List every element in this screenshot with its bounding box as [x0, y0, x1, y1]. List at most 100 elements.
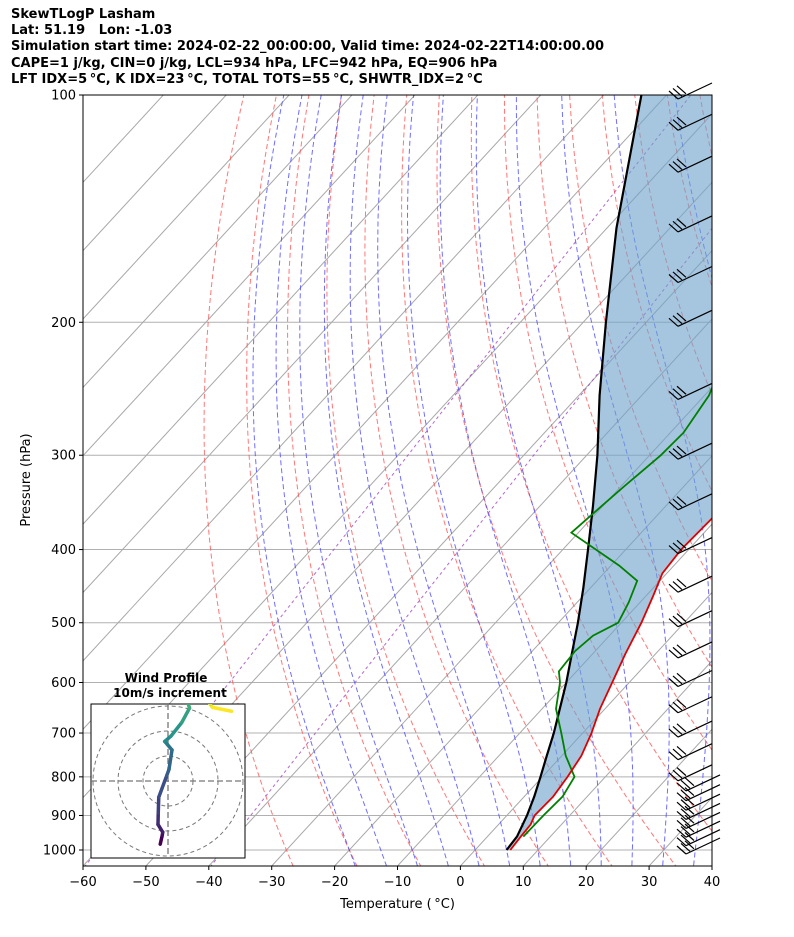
wind-barb-staff	[677, 265, 713, 284]
wind-barb-staff	[677, 575, 713, 593]
hodograph-subtitle: 10m/s increment	[113, 686, 227, 700]
wind-barb-staff	[677, 743, 713, 761]
wind-barb-staff	[685, 811, 721, 829]
wind-barb-flag	[668, 545, 679, 555]
wind-barb-staff	[685, 784, 721, 802]
indices-line-2: LFT IDX=5 °C, K IDX=23 °C, TOTAL TOTS=55…	[11, 71, 483, 87]
wind-barb	[676, 784, 721, 802]
wind-barb-flag	[680, 817, 691, 827]
wind-barb-flag	[676, 672, 687, 682]
wind-barb	[668, 309, 713, 327]
hodograph-segment	[157, 773, 169, 800]
wind-barb-flag	[684, 832, 695, 841]
wind-barb-flag	[672, 726, 683, 735]
wind-barb	[668, 696, 713, 714]
wind-barb-flag	[672, 675, 683, 685]
wind-barb	[668, 720, 713, 738]
wind-barb	[668, 442, 713, 460]
wind-barb-staff	[685, 793, 721, 811]
temperature-line	[509, 517, 712, 851]
wind-barb-staff	[677, 669, 713, 688]
wind-barb-flag	[680, 789, 691, 799]
moist-adiabat	[323, 95, 449, 866]
x-tick-label: 40	[704, 875, 721, 890]
wind-barb-flag	[672, 388, 683, 398]
dry-adiabat	[790, 61, 794, 882]
wind-barb-flag	[680, 826, 691, 836]
wind-barb-flag	[668, 450, 679, 460]
wind-barb-flag	[676, 539, 687, 549]
wind-barb-staff	[685, 837, 721, 855]
wind-barb-flag	[676, 782, 687, 792]
wind-barb-flag	[680, 799, 691, 809]
x-tick-label: −10	[384, 875, 411, 890]
wind-barb	[668, 82, 713, 100]
wind-barb-flag	[676, 158, 687, 168]
wind-barb-flag	[676, 218, 687, 228]
wind-barb-flag	[672, 701, 683, 711]
x-tick-label: 30	[641, 875, 658, 890]
wind-barb-flag	[676, 699, 687, 708]
wind-barb-flag	[680, 842, 691, 852]
wind-barb-flag	[676, 312, 687, 322]
x-tick-label: 10	[515, 875, 532, 890]
wind-barb	[668, 215, 713, 233]
wind-barb	[668, 493, 713, 511]
wind-barb-flag	[676, 116, 687, 126]
wind-barb-flag	[668, 274, 679, 283]
wind-barb	[676, 837, 721, 855]
wind-barb-staff	[677, 155, 713, 173]
wind-barb-staff	[685, 829, 721, 847]
wind-barb-flag	[676, 828, 687, 838]
dry-adiabat	[203, 95, 294, 866]
wind-barb	[668, 265, 713, 284]
wind-barb-flag	[672, 646, 683, 656]
y-tick-label: 500	[51, 616, 76, 631]
wind-barb-flag	[676, 746, 687, 755]
x-tick-label: −50	[132, 875, 159, 890]
hodograph-title: Wind Profile	[125, 671, 208, 685]
isotherm-line	[83, 95, 290, 320]
hodograph-segment	[210, 705, 234, 713]
moist-adiabat	[299, 95, 419, 866]
moist-adiabat	[439, 95, 572, 866]
hodograph-segment	[167, 748, 174, 772]
wind-barb-flag	[668, 223, 679, 233]
wind-barb	[668, 669, 713, 688]
isotherm-line	[208, 318, 712, 866]
wind-barb-staff	[685, 802, 721, 820]
wind-barb-flag	[668, 678, 679, 687]
moist-adiabat	[349, 95, 480, 866]
wind-barb-staff	[685, 774, 721, 792]
hodograph-segment	[169, 720, 184, 738]
wind-barb	[676, 820, 721, 838]
wind-barb-flag	[668, 390, 679, 400]
isotherm-line	[396, 523, 712, 866]
time-line: Simulation start time: 2024-02-22_00:00:…	[11, 39, 604, 55]
y-tick-label: 300	[51, 449, 76, 464]
wind-barb-flag	[672, 119, 683, 129]
wind-barb-flag	[676, 819, 687, 829]
wind-barb-staff	[677, 493, 713, 511]
isotherm-line	[83, 95, 353, 389]
wind-barb-flag	[676, 613, 687, 622]
wind-barb-flag	[676, 767, 687, 777]
isotherm-line	[83, 95, 416, 457]
wind-barb	[676, 802, 721, 820]
x-tick-label: −60	[69, 875, 96, 890]
hodograph-segment	[180, 706, 192, 725]
isotherm-line	[145, 249, 712, 866]
moist-adiabat	[377, 95, 511, 866]
hodograph-segment	[156, 795, 161, 815]
dry-adiabat	[758, 61, 794, 882]
wind-barb-flag	[684, 814, 695, 824]
wind-barb-staff	[677, 764, 713, 782]
wind-barb-flag	[676, 837, 687, 847]
wind-barb	[668, 743, 713, 761]
wind-barb-flag	[668, 704, 679, 714]
isotherm-line	[83, 95, 479, 525]
wind-barb-flag	[676, 385, 687, 395]
wind-barb	[676, 829, 721, 847]
isotherm-line	[83, 95, 542, 594]
